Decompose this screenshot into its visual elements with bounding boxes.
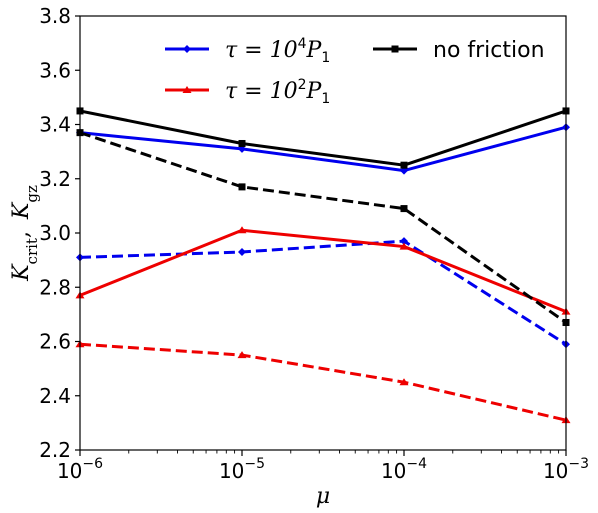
y-tick-labels: 2.2 2.4 2.6 2.8 3.0 3.2 3.4 3.6 3.8 — [39, 4, 71, 462]
legend-marker-tau2 — [182, 86, 192, 93]
y-tick-label: 2.2 — [39, 438, 71, 462]
series-layer — [80, 109, 566, 422]
data-point-tau2-dashed — [237, 351, 247, 359]
legend-entry-tau2: τ = 102P1 — [165, 77, 330, 107]
series-line-nofric-dashed — [80, 131, 566, 324]
data-point-tau4-dashed — [400, 237, 408, 246]
data-point-nofric-solid — [238, 139, 246, 147]
legend-label-tau4: τ = 104P1 — [225, 36, 330, 66]
data-point-tau2-solid — [237, 226, 247, 234]
x-axis-label: μ — [316, 484, 330, 509]
legend-label-nofriction: no friction — [433, 38, 545, 63]
legend-marker-nofriction — [391, 45, 399, 53]
series-line-tau4-solid — [80, 125, 566, 173]
y-tick-label: 3.8 — [39, 4, 71, 28]
x-tick-labels: 10−6 10−5 10−4 10−3 — [57, 456, 589, 483]
y-axis-label: Kcrit,Kgz — [9, 185, 41, 282]
data-point-tau2-dashed — [399, 378, 409, 386]
y-tick-label: 3.2 — [39, 167, 71, 191]
legend-entry-nofriction: no friction — [373, 38, 545, 63]
legend-label-tau2: τ = 102P1 — [225, 77, 330, 107]
legend: τ = 104P1 τ = 102P1 no friction — [165, 36, 545, 107]
ticks-layer — [75, 15, 567, 456]
y-tick-label: 2.6 — [39, 330, 71, 354]
y-tick-label: 2.8 — [39, 275, 71, 299]
x-tick-label: 10−5 — [219, 456, 265, 483]
y-tick-label: 3.4 — [39, 113, 71, 137]
data-point-tau4-dashed — [238, 247, 246, 256]
y-tick-label: 3.6 — [39, 58, 71, 82]
x-tick-label: 10−6 — [57, 456, 103, 483]
data-point-tau2-solid — [399, 242, 409, 250]
series-line-nofric-solid — [80, 109, 566, 167]
series-line-tau2-solid — [80, 228, 566, 314]
data-point-nofric-dashed — [400, 205, 408, 213]
y-tick-label: 3.0 — [39, 221, 71, 245]
series-line-tau2-dashed — [80, 342, 566, 422]
data-point-nofric-solid — [400, 161, 408, 169]
data-point-nofric-dashed — [238, 183, 246, 191]
legend-marker-tau4 — [183, 45, 191, 53]
x-tick-label: 10−4 — [381, 456, 427, 483]
x-tick-label: 10−3 — [543, 456, 589, 483]
legend-entry-tau4: τ = 104P1 — [165, 36, 330, 66]
series-line-tau4-dashed — [80, 239, 566, 346]
y-tick-label: 2.4 — [39, 384, 71, 408]
